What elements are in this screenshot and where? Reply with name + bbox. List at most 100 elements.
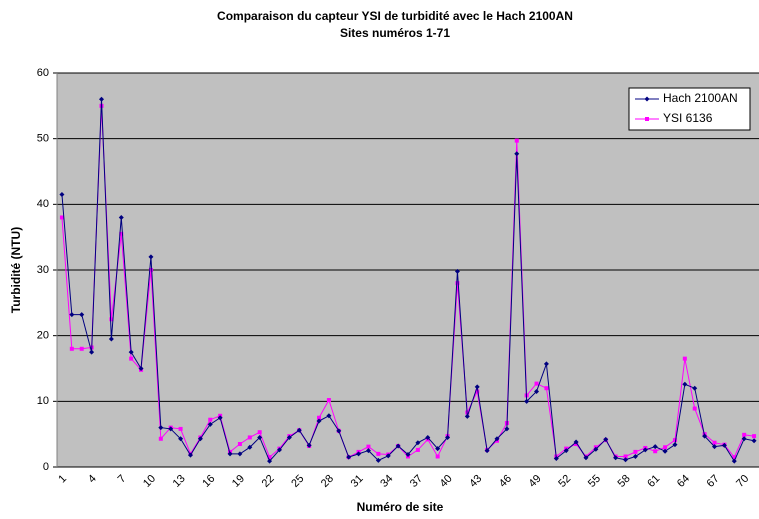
marker xyxy=(563,448,569,454)
marker xyxy=(197,436,203,442)
marker xyxy=(425,434,431,440)
marker xyxy=(474,384,480,390)
marker xyxy=(129,356,134,361)
marker xyxy=(208,417,213,422)
y-tick-label: 60 xyxy=(37,67,49,79)
marker xyxy=(267,455,272,460)
marker xyxy=(98,96,104,102)
marker xyxy=(69,346,74,351)
marker xyxy=(464,413,470,419)
x-tick-label: 16 xyxy=(200,473,217,490)
marker xyxy=(752,434,757,439)
y-tick-label: 0 xyxy=(43,461,49,473)
marker xyxy=(286,434,292,440)
legend-box xyxy=(628,87,751,131)
x-tick-label: 52 xyxy=(556,473,573,490)
x-tick-label: 46 xyxy=(497,473,514,490)
marker xyxy=(633,449,638,454)
legend-marker xyxy=(645,117,649,121)
marker xyxy=(623,454,628,459)
marker xyxy=(366,444,371,449)
x-tick-label: 19 xyxy=(230,473,247,490)
marker xyxy=(158,425,164,431)
marker xyxy=(326,398,331,403)
marker xyxy=(484,448,490,454)
x-tick-label: 67 xyxy=(705,473,722,490)
marker xyxy=(317,415,322,420)
marker xyxy=(257,434,263,440)
marker xyxy=(435,454,440,459)
marker xyxy=(573,439,579,445)
marker xyxy=(682,356,687,361)
marker xyxy=(632,453,638,459)
marker xyxy=(247,435,252,440)
x-tick-label: 40 xyxy=(438,473,455,490)
y-tick-label: 30 xyxy=(37,264,49,276)
marker xyxy=(336,428,342,434)
marker xyxy=(494,436,500,442)
chart-title: Comparaison du capteur YSI de turbidité … xyxy=(217,9,573,23)
x-tick-label: 34 xyxy=(378,473,395,490)
marker xyxy=(455,281,460,286)
marker xyxy=(59,191,65,197)
marker xyxy=(514,151,520,157)
marker xyxy=(672,438,677,443)
marker xyxy=(375,457,381,463)
x-tick-label: 25 xyxy=(289,473,306,490)
marker xyxy=(514,138,519,143)
marker xyxy=(118,214,124,220)
marker xyxy=(415,447,420,452)
marker xyxy=(257,430,262,435)
legend-label: YSI 6136 xyxy=(663,111,713,125)
marker xyxy=(79,312,85,318)
marker xyxy=(148,268,153,272)
legend-label: Hach 2100AN xyxy=(663,91,738,105)
marker xyxy=(138,366,144,371)
x-axis-label: Numéro de site xyxy=(357,500,444,514)
x-tick-label: 49 xyxy=(527,473,544,490)
marker xyxy=(109,317,114,322)
marker xyxy=(207,421,213,427)
marker xyxy=(306,442,312,448)
marker xyxy=(178,426,183,431)
x-tick-label: 61 xyxy=(645,473,662,490)
marker xyxy=(267,458,273,464)
marker xyxy=(524,398,530,404)
x-tick-label: 13 xyxy=(171,473,188,490)
marker xyxy=(217,415,223,421)
marker xyxy=(187,452,193,458)
marker xyxy=(623,457,629,463)
marker xyxy=(237,442,242,447)
x-tick-label: 37 xyxy=(408,473,425,490)
x-tick-label: 31 xyxy=(349,473,366,490)
x-tick-label: 10 xyxy=(141,473,158,490)
marker xyxy=(247,444,253,450)
marker xyxy=(652,444,658,450)
x-tick-label: 58 xyxy=(616,473,633,490)
marker xyxy=(662,448,668,454)
marker xyxy=(316,418,322,424)
marker xyxy=(158,436,163,441)
marker xyxy=(751,438,757,444)
marker xyxy=(603,436,609,442)
marker xyxy=(356,451,362,457)
legend-marker xyxy=(644,96,650,102)
marker xyxy=(376,451,381,456)
x-tick-label: 7 xyxy=(116,473,129,486)
marker xyxy=(385,453,391,459)
marker xyxy=(276,447,282,453)
marker xyxy=(682,381,688,387)
marker xyxy=(613,455,619,461)
marker xyxy=(731,458,737,464)
marker xyxy=(59,215,64,220)
marker xyxy=(534,381,539,386)
marker xyxy=(583,455,589,461)
marker xyxy=(742,432,747,437)
marker xyxy=(445,434,451,440)
marker xyxy=(544,386,549,391)
marker xyxy=(79,346,84,351)
x-tick-label: 28 xyxy=(319,473,336,490)
marker xyxy=(128,349,134,355)
marker xyxy=(692,385,698,391)
